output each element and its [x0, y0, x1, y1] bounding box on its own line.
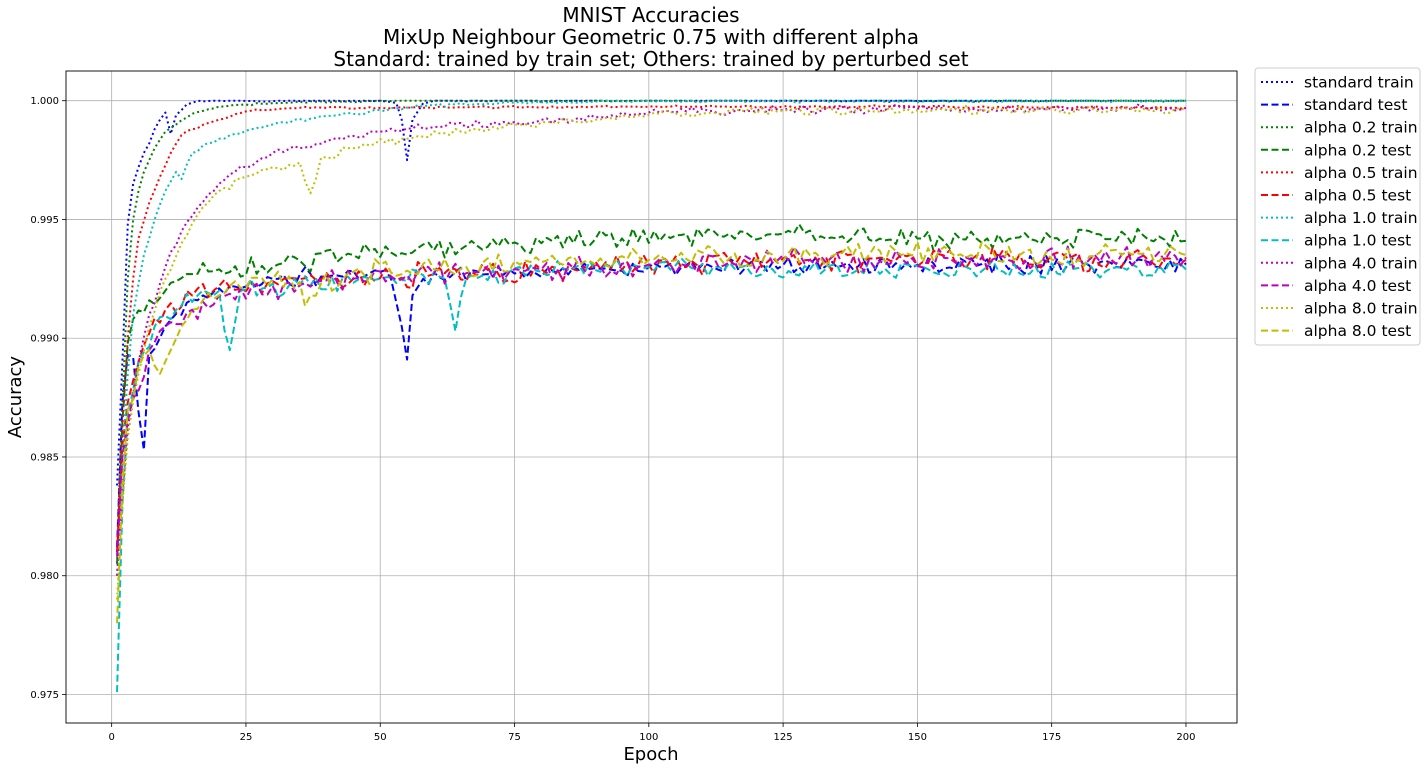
legend-label: alpha 8.0 test: [1304, 322, 1411, 340]
y-tick-label: 0.980: [30, 571, 59, 582]
x-tick-label: 75: [508, 732, 521, 743]
legend-label: alpha 0.2 train: [1304, 119, 1418, 137]
legend-label: alpha 1.0 train: [1304, 209, 1418, 227]
legend-items: standard train standard test alpha 0.2 tra…: [1261, 74, 1418, 340]
x-tick-label: 100: [639, 732, 658, 743]
x-tick-label: 175: [1042, 732, 1061, 743]
series-line-alpha-0-2-train: [116, 99, 1186, 553]
series-line-alpha-8-0-train: [116, 104, 1187, 600]
series-layer: [116, 99, 1187, 693]
tick-layer: 0 25 50 75 100 125 150 175 200 0.975 0.980 0.985 0.9…: [30, 96, 1195, 743]
legend-label: alpha 1.0 test: [1304, 232, 1411, 250]
series-line-alpha-0-5-train: [116, 104, 1187, 553]
legend-item: alpha 4.0 test: [1261, 277, 1411, 295]
series-line-standard-test: [116, 252, 1187, 548]
legend-item: alpha 1.0 train: [1261, 209, 1418, 227]
legend-item: standard train: [1261, 74, 1414, 92]
x-tick-label: 200: [1176, 732, 1195, 743]
x-tick-label: 50: [374, 732, 387, 743]
x-tick-label: 25: [240, 732, 253, 743]
legend-label: alpha 0.5 train: [1304, 164, 1418, 182]
legend-frame: [1254, 67, 1421, 346]
legend-item: alpha 4.0 train: [1261, 254, 1418, 272]
chart-title-line-1: MNIST Accuracies: [562, 3, 739, 27]
series-line-alpha-1-0-train: [116, 99, 1186, 576]
legend-item: alpha 1.0 test: [1261, 232, 1411, 250]
legend-item: alpha 0.2 test: [1261, 141, 1411, 159]
legend-label: alpha 0.2 test: [1304, 141, 1411, 159]
grid-layer: [66, 71, 1237, 723]
x-axis-label: Epoch: [623, 744, 678, 765]
legend-label: alpha 0.5 test: [1304, 187, 1411, 205]
y-tick-label: 1.000: [30, 96, 59, 107]
chart-title-line-2: MixUp Neighbour Geometric 0.75 with diff…: [383, 25, 919, 49]
series-line-alpha-1-0-test: [116, 257, 1187, 693]
legend-label: alpha 4.0 test: [1304, 277, 1411, 295]
x-tick-label: 0: [108, 732, 114, 743]
legend-label: alpha 4.0 train: [1304, 254, 1418, 272]
y-tick-label: 0.975: [30, 690, 59, 701]
legend-item: alpha 0.5 train: [1261, 164, 1418, 182]
y-axis-label: Accuracy: [5, 356, 26, 439]
series-line-alpha-4-0-test: [116, 245, 1187, 557]
x-tick-label: 150: [908, 732, 927, 743]
series-line-alpha-4-0-train: [116, 103, 1187, 576]
y-tick-label: 0.990: [30, 334, 59, 345]
legend-item: alpha 8.0 train: [1261, 300, 1418, 318]
x-tick-label: 125: [774, 732, 793, 743]
chart-title-line-3: Standard: trained by train set; Others: …: [333, 47, 968, 71]
y-tick-label: 0.995: [30, 215, 59, 226]
legend-label: alpha 8.0 train: [1304, 300, 1418, 318]
legend-label: standard train: [1304, 74, 1414, 92]
legend-item: alpha 8.0 test: [1261, 322, 1411, 340]
legend-label: standard test: [1304, 96, 1407, 114]
legend-item: alpha 0.5 test: [1261, 187, 1411, 205]
legend-item: alpha 0.2 train: [1261, 119, 1418, 137]
legend-item: standard test: [1261, 96, 1407, 114]
series-line-alpha-0-2-test: [116, 223, 1187, 564]
legend: standard train standard test alpha 0.2 tra…: [1254, 67, 1421, 346]
y-tick-label: 0.985: [30, 452, 59, 463]
plot-frame: [65, 70, 1238, 724]
